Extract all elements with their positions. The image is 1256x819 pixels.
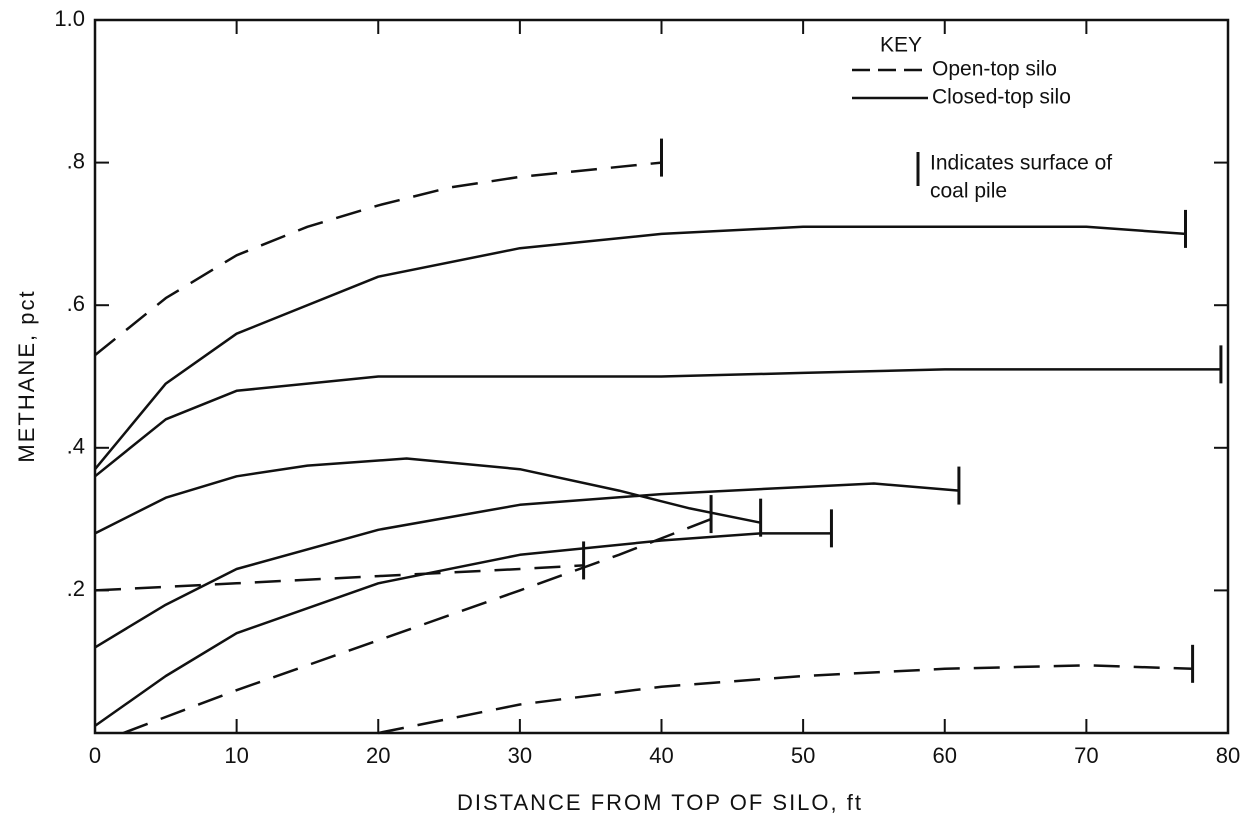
legend-note: Indicates surface of: [930, 152, 1112, 175]
x-tick-label: 60: [933, 743, 957, 768]
series-line: [94, 482, 960, 649]
y-tick-label: .2: [67, 576, 85, 601]
x-axis-title: DISTANCE FROM TOP OF SILO, ft: [457, 790, 863, 815]
x-tick-label: 20: [366, 743, 390, 768]
legend-label: Closed-top silo: [932, 86, 1071, 109]
y-tick-label: .4: [67, 434, 85, 459]
y-axis-title: METHANE, pct: [14, 289, 39, 462]
y-tick-label: .6: [67, 291, 85, 316]
series-line: [94, 368, 1221, 478]
legend-note: coal pile: [930, 180, 1007, 203]
series-line: [94, 457, 761, 535]
legend-label: Open-top silo: [932, 58, 1057, 81]
legend-title: KEY: [880, 34, 922, 57]
series-line: [94, 161, 662, 357]
x-tick-label: 40: [649, 743, 673, 768]
x-tick-label: 0: [89, 743, 101, 768]
y-tick-label: .8: [67, 148, 85, 173]
x-tick-label: 50: [791, 743, 815, 768]
x-tick-label: 70: [1074, 743, 1098, 768]
series-line: [94, 532, 832, 727]
y-tick-label: 1.0: [54, 6, 85, 31]
x-tick-label: 30: [508, 743, 532, 768]
series-line: [94, 225, 1186, 470]
series-line: [94, 564, 584, 592]
x-tick-label: 10: [224, 743, 248, 768]
series-line: [122, 517, 712, 735]
x-tick-label: 80: [1216, 743, 1240, 768]
series-line: [378, 664, 1193, 735]
